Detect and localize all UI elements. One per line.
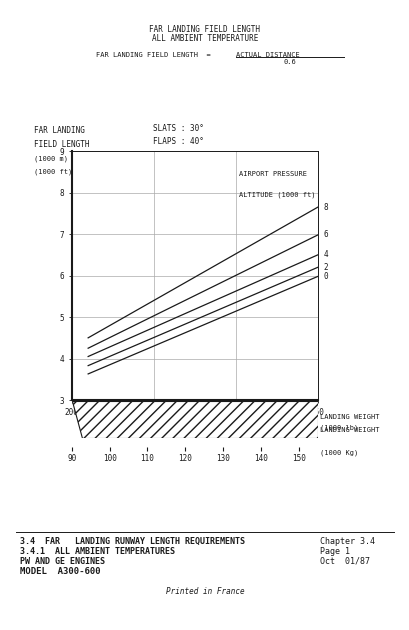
Text: 2: 2 <box>323 263 327 272</box>
Text: ALTITUDE (1000 ft): ALTITUDE (1000 ft) <box>238 191 315 198</box>
Text: (1000 lb): (1000 lb) <box>319 425 357 432</box>
Text: FAR LANDING: FAR LANDING <box>34 126 84 135</box>
Text: 3.4  FAR   LANDING RUNWAY LENGTH REQUIREMENTS: 3.4 FAR LANDING RUNWAY LENGTH REQUIREMEN… <box>20 537 245 546</box>
Text: 0: 0 <box>323 272 327 281</box>
Text: ACTUAL DISTANCE: ACTUAL DISTANCE <box>235 52 299 59</box>
Text: 3.4.1  ALL AMBIENT TEMPERATURES: 3.4.1 ALL AMBIENT TEMPERATURES <box>20 547 175 556</box>
Text: ALL AMBIENT TEMPERATURE: ALL AMBIENT TEMPERATURE <box>151 34 258 43</box>
Text: Chapter 3.4: Chapter 3.4 <box>319 537 374 546</box>
Text: (1000 Kg): (1000 Kg) <box>319 450 357 456</box>
Text: SLATS : 30°: SLATS : 30° <box>153 123 203 132</box>
Text: Oct  01/87: Oct 01/87 <box>319 557 369 566</box>
Text: FAR LANDING FIELD LENGTH  =: FAR LANDING FIELD LENGTH = <box>96 52 219 59</box>
Text: MODEL  A300-600: MODEL A300-600 <box>20 567 101 576</box>
Text: Page 1: Page 1 <box>319 547 349 556</box>
Text: LANDING WEIGHT: LANDING WEIGHT <box>319 414 379 420</box>
Text: LANDING WEIGHT: LANDING WEIGHT <box>319 427 379 433</box>
Polygon shape <box>72 401 317 438</box>
Text: Printed in France: Printed in France <box>165 587 244 596</box>
Text: FAR LANDING FIELD LENGTH: FAR LANDING FIELD LENGTH <box>149 25 260 34</box>
Text: 8: 8 <box>323 203 327 212</box>
Text: (1000 ft): (1000 ft) <box>34 168 72 175</box>
Text: 6: 6 <box>323 231 327 239</box>
Text: FIELD LENGTH: FIELD LENGTH <box>34 140 89 149</box>
Text: AIRPORT PRESSURE: AIRPORT PRESSURE <box>238 171 306 177</box>
Text: (1000 m): (1000 m) <box>34 156 67 163</box>
Text: FLAPS : 40°: FLAPS : 40° <box>153 137 203 146</box>
Text: 0.6: 0.6 <box>283 59 296 66</box>
Text: 4: 4 <box>323 250 327 260</box>
Text: PW AND GE ENGINES: PW AND GE ENGINES <box>20 557 105 566</box>
